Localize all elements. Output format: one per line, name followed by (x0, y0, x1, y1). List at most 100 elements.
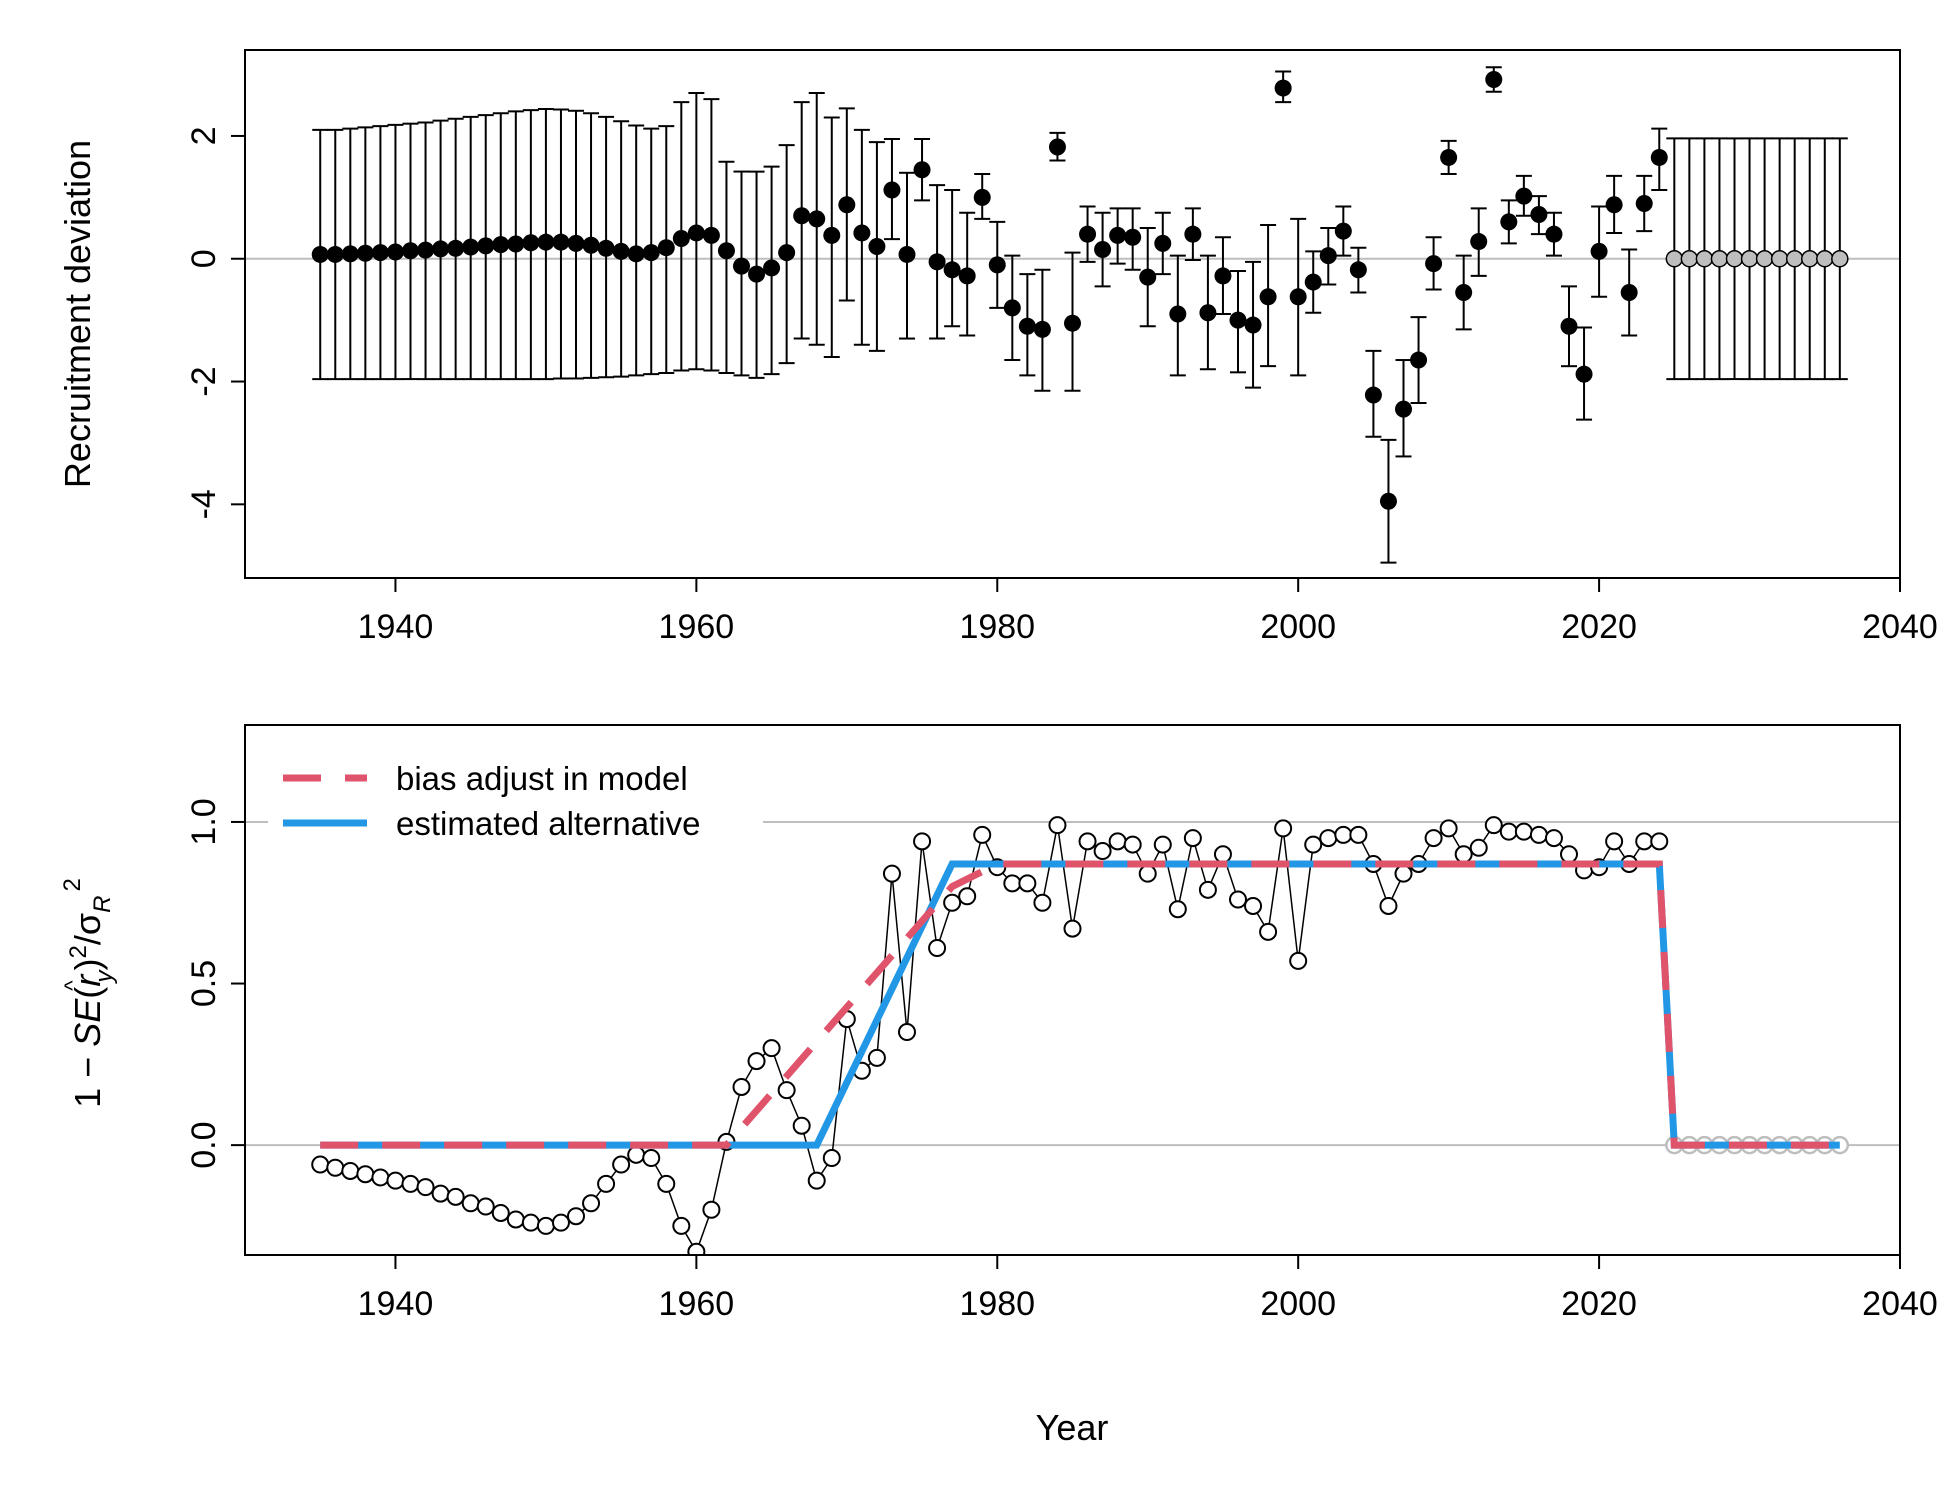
bias-ratio-point (1319, 829, 1338, 848)
recruitment-deviation-point (1560, 317, 1578, 335)
bias-ratio-point (1499, 822, 1518, 841)
bias-ratio-point (1018, 874, 1037, 893)
bias-ratio-point (657, 1174, 676, 1193)
bias-ratio-point (567, 1207, 585, 1226)
recruitment-deviation-point (717, 242, 735, 260)
bias-ratio-point (612, 1155, 631, 1174)
ylabel-sigma-superscript-2: 2 (59, 878, 86, 891)
bias-ratio-point (1439, 819, 1458, 838)
bottom-x-tick-label: 2020 (1561, 1285, 1637, 1323)
bottom-y-axis-title: 1 − SE(r^y)2/σR2 (59, 878, 118, 1108)
top-y-axis-title: Recruitment deviation (57, 140, 98, 488)
bias-ratio-point (1093, 842, 1112, 861)
bias-ratio-point (1123, 835, 1142, 854)
bias-ratio-point (913, 832, 932, 851)
recruitment-deviation-point (808, 210, 826, 228)
bias-ratio-point (341, 1161, 360, 1180)
ylabel-sigma-subscript-r: R (89, 896, 116, 913)
recruitment-deviation-point (928, 253, 946, 271)
recruitment-deviation-point (778, 244, 796, 262)
bias-ratio-point (777, 1081, 796, 1100)
bias-ratio-point (521, 1213, 540, 1232)
recruitment-deviation-point (1184, 225, 1202, 243)
bias-ratio-point (1605, 832, 1624, 851)
recruitment-deviation-point (1334, 222, 1352, 240)
recruitment-deviation-point (1259, 288, 1277, 306)
forecast-deviation-point (1695, 249, 1714, 268)
recruitment-deviation-point (1124, 228, 1142, 246)
bias-ratio-point (1003, 874, 1022, 893)
bottom-points-connector-line (320, 824, 1660, 1254)
bottom-y-tick-label: 0.0 (185, 1121, 223, 1168)
bias-ratio-point (1424, 829, 1443, 848)
bias-ratio-point (958, 887, 977, 906)
bias-ratio-point (1469, 838, 1488, 857)
recruitment-deviation-point (943, 261, 961, 279)
bias-ratio-point (551, 1213, 570, 1232)
recruitment-deviation-point (1590, 242, 1608, 260)
recruitment-deviation-point (326, 245, 344, 263)
recruitment-deviation-point (447, 239, 465, 257)
forecast-deviation-point (1785, 249, 1804, 268)
bottom-x-tick-label: 1940 (358, 1285, 434, 1323)
recruitment-deviation-point (552, 233, 570, 251)
bottom-x-tick-label: 2040 (1862, 1285, 1938, 1323)
recruitment-deviation-point (1094, 241, 1112, 259)
ylabel-close-paren: ) (67, 958, 108, 970)
bias-ratio-point (898, 1023, 916, 1042)
recruitment-deviation-point (1229, 311, 1247, 329)
bias-ratio-point (732, 1077, 751, 1096)
recruitment-deviation-point (1364, 386, 1382, 404)
bias-ratio-point (386, 1171, 405, 1190)
recruitment-deviation-point (1485, 70, 1503, 88)
recruitment-deviation-point (582, 236, 600, 254)
forecast-deviation-point (1725, 249, 1744, 268)
recruitment-deviation-point (1109, 226, 1127, 244)
top-x-tick-label: 2000 (1260, 608, 1336, 646)
recruitment-deviation-point (1214, 267, 1232, 285)
top-x-tick-label: 1940 (358, 608, 434, 646)
bias-ratio-point (1138, 864, 1157, 883)
bias-ratio-point (627, 1145, 646, 1164)
top-data-points (311, 70, 1849, 510)
bias-ratio-point (1213, 845, 1232, 864)
top-x-tick-label: 1960 (659, 608, 735, 646)
bias-ratio-point (1153, 835, 1172, 854)
recruitment-deviation-point (417, 241, 435, 259)
recruitment-deviation-point (402, 242, 419, 260)
bias-ratio-point (1048, 816, 1067, 835)
ylabel-open-paren: ( (67, 987, 108, 999)
recruitment-deviation-point (1545, 225, 1563, 243)
bias-ratio-point (1529, 825, 1548, 844)
recruitment-deviation-point (823, 226, 841, 244)
forecast-deviation-point (1831, 249, 1849, 268)
recruitment-deviation-point (1003, 299, 1021, 317)
bias-ratio-point (1650, 832, 1669, 851)
recruitment-deviation-point (1199, 304, 1217, 322)
bias-ratio-point (506, 1210, 525, 1229)
bottom-x-tick-label: 1980 (959, 1285, 1035, 1323)
bottom-reference-lines (245, 820, 1900, 1147)
bias-ratio-point (1259, 922, 1278, 941)
recruitment-deviation-point (838, 196, 856, 214)
bias-ratio-point (416, 1178, 435, 1197)
bias-ratio-point (807, 1171, 826, 1190)
bias-ratio-point (1229, 890, 1247, 909)
forecast-deviation-point (1816, 249, 1834, 268)
recruitment-deviation-point (507, 235, 525, 253)
top-x-axis: 1940 1960 1980 2000 2020 2040 (358, 578, 1938, 646)
bias-ratio-point (702, 1200, 721, 1219)
bias-ratio-point (1078, 832, 1097, 851)
bias-ratio-point (1484, 816, 1503, 835)
ylabel-se: SE (67, 998, 108, 1047)
bias-ratio-point (1274, 819, 1293, 838)
recruitment-deviation-point (642, 244, 660, 262)
top-x-tick-label: 1980 (959, 608, 1035, 646)
ylabel-slash: / (67, 935, 108, 945)
recruitment-deviation-point (627, 245, 645, 263)
bias-ratio-point (1454, 845, 1473, 864)
recruitment-deviation-point (763, 259, 781, 277)
bias-ratio-point (446, 1187, 465, 1206)
recruitment-deviation-point (1289, 288, 1307, 306)
bias-ratio-point (1063, 919, 1082, 938)
